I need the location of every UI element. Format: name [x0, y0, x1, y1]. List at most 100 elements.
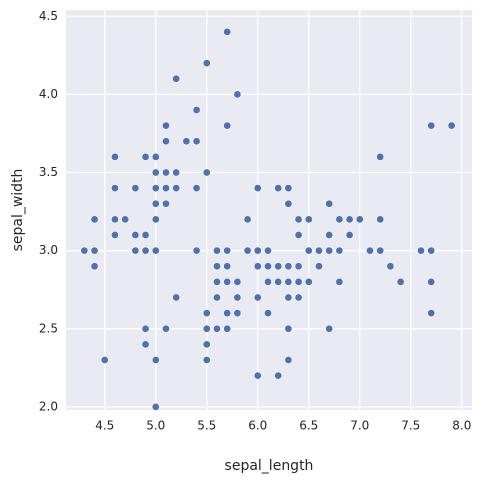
point — [213, 278, 221, 286]
point — [202, 168, 211, 177]
plot-area — [66, 10, 472, 410]
point — [294, 293, 303, 302]
x-axis-label: sepal_length — [225, 458, 314, 474]
y-axis-label: sepal_width — [10, 169, 26, 252]
point — [172, 74, 181, 83]
point — [274, 262, 283, 271]
point — [284, 293, 293, 302]
point — [264, 309, 272, 317]
point — [141, 231, 150, 239]
point — [172, 184, 181, 192]
point — [253, 262, 262, 271]
point — [233, 278, 242, 286]
point — [284, 184, 293, 192]
point — [325, 199, 334, 208]
point — [315, 262, 323, 271]
point — [304, 215, 313, 224]
point — [274, 184, 283, 192]
point — [192, 246, 201, 255]
point — [294, 262, 303, 271]
point — [325, 324, 334, 333]
point — [284, 199, 293, 208]
point — [253, 293, 262, 302]
point — [264, 278, 272, 286]
x-tick-label: 5.5 — [197, 419, 216, 433]
point — [223, 324, 232, 333]
point — [284, 262, 293, 271]
point — [376, 246, 385, 255]
point — [80, 246, 89, 255]
point — [355, 215, 364, 224]
y-tick-label: 3.5 — [39, 165, 58, 179]
point — [192, 106, 201, 114]
point — [141, 324, 150, 333]
point — [151, 246, 160, 255]
point — [223, 121, 232, 130]
point — [151, 168, 160, 177]
point — [223, 28, 232, 36]
point — [294, 215, 303, 224]
point — [202, 309, 211, 317]
point — [253, 246, 262, 255]
y-tick-label: 4.5 — [39, 9, 58, 23]
y-tick-label: 3.0 — [39, 243, 58, 257]
point — [162, 324, 170, 333]
point — [202, 59, 211, 67]
point — [121, 215, 130, 224]
point — [151, 403, 160, 411]
point — [366, 246, 374, 255]
point — [233, 90, 242, 99]
x-tick-label: 6.5 — [299, 419, 318, 433]
point — [417, 246, 425, 255]
point — [233, 309, 242, 317]
x-tick-label: 7.5 — [401, 419, 420, 433]
point — [223, 246, 232, 255]
x-tick-label: 7.0 — [350, 419, 369, 433]
point — [253, 371, 262, 380]
point — [335, 215, 344, 224]
point — [213, 246, 221, 255]
point — [141, 153, 150, 161]
point — [151, 356, 160, 364]
point — [264, 246, 272, 255]
point — [447, 121, 456, 130]
point — [100, 356, 109, 364]
point — [111, 184, 119, 192]
point — [192, 184, 201, 192]
point — [345, 215, 354, 224]
point — [162, 121, 170, 130]
point — [284, 278, 293, 286]
point — [90, 246, 99, 255]
point — [427, 121, 436, 130]
point — [243, 246, 252, 255]
point — [345, 231, 354, 239]
point — [396, 278, 405, 286]
point — [386, 262, 395, 271]
point — [151, 215, 160, 224]
point — [213, 324, 221, 333]
point — [90, 215, 99, 224]
point — [151, 199, 160, 208]
point — [202, 356, 211, 364]
y-tick-label: 2.0 — [39, 399, 58, 413]
point — [162, 199, 170, 208]
point — [162, 137, 170, 146]
x-tick-label: 6.0 — [248, 419, 267, 433]
point — [182, 137, 191, 146]
point — [264, 262, 272, 271]
point — [131, 231, 140, 239]
y-tick-label: 4.0 — [39, 87, 58, 101]
point — [335, 246, 344, 255]
point — [172, 168, 181, 177]
point — [162, 184, 170, 192]
point — [427, 246, 436, 255]
point — [427, 278, 436, 286]
point — [192, 137, 201, 146]
point — [202, 324, 211, 333]
point — [172, 293, 181, 302]
point — [213, 293, 221, 302]
x-tick-label: 8.0 — [452, 419, 471, 433]
point — [294, 278, 303, 286]
point — [151, 184, 160, 192]
point — [162, 168, 170, 177]
